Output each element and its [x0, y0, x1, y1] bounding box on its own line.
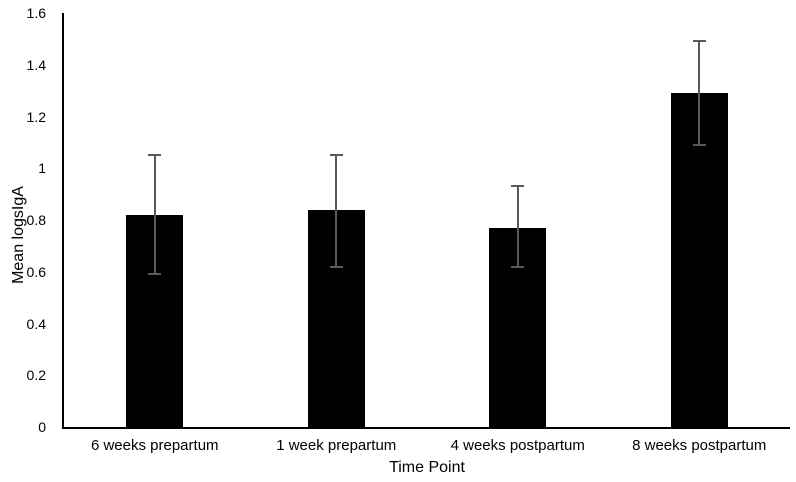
- y-tick-label: 1.4: [26, 56, 46, 73]
- x-tick-label: 8 weeks postpartum: [632, 437, 767, 454]
- x-tick-label: 4 weeks postpartum: [450, 437, 585, 454]
- error-bar-cap-top: [511, 185, 525, 188]
- y-tick-label: 0.4: [26, 315, 46, 332]
- x-tick-label: 6 weeks prepartum: [90, 437, 219, 454]
- bar: [670, 93, 728, 427]
- y-tick-label: 0.8: [26, 212, 46, 228]
- x-axis-title: Time Point: [389, 459, 465, 476]
- x-axis-line: [62, 427, 790, 429]
- y-tick-label: 0.2: [26, 367, 46, 384]
- error-bar-line: [153, 155, 156, 275]
- error-bar-cap-bottom: [148, 273, 162, 276]
- error-bar-cap-top: [329, 154, 343, 157]
- y-tick-label: 0.6: [26, 263, 46, 280]
- x-tick-label: 1 week prepartum: [276, 437, 397, 454]
- y-tick-label: 1.6: [26, 5, 46, 21]
- error-bar-line: [698, 41, 701, 145]
- error-bar-line: [335, 155, 338, 267]
- error-bar-cap-top: [148, 154, 162, 157]
- y-tick-label: 0: [38, 419, 46, 435]
- error-bar-cap-top: [692, 40, 706, 43]
- y-axis-line: [62, 13, 64, 429]
- y-tick-label: 1: [38, 160, 46, 177]
- error-bar-cap-bottom: [329, 265, 343, 268]
- error-bar-cap-bottom: [692, 143, 706, 146]
- error-bar-cap-bottom: [511, 265, 525, 268]
- y-tick-label: 1.2: [26, 108, 46, 125]
- error-bar-line: [516, 186, 519, 267]
